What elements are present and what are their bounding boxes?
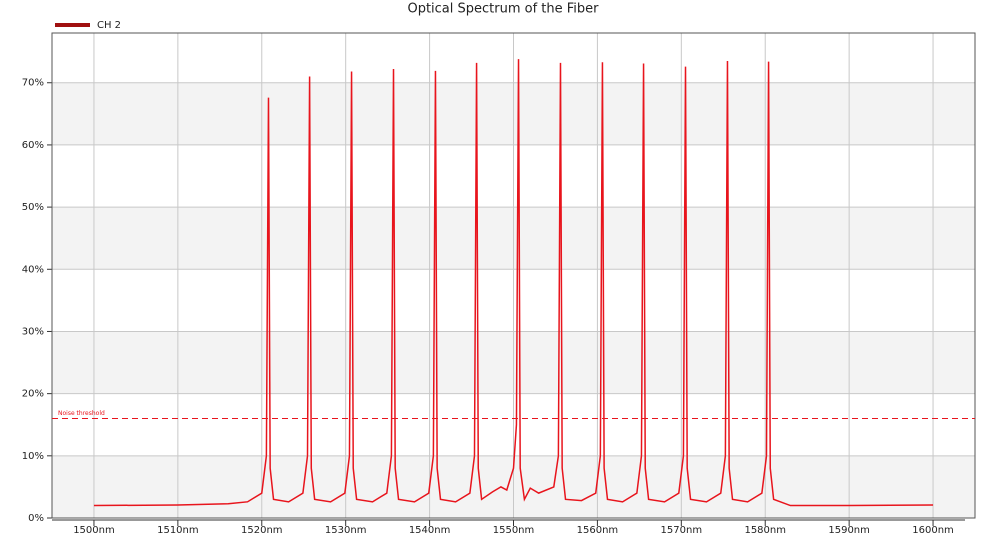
- plot-border: [51, 32, 976, 519]
- y-tick-label: 30%: [22, 326, 44, 337]
- y-tick-label: 0%: [28, 513, 44, 524]
- chart-title: Optical Spectrum of the Fiber: [407, 2, 599, 17]
- x-tick-label: 1540nm: [409, 525, 451, 536]
- x-tick-label: 1600nm: [912, 525, 954, 536]
- y-tick-label: 20%: [22, 389, 44, 400]
- x-tick-label: 1500nm: [73, 525, 115, 536]
- y-tick-label: 60%: [22, 140, 44, 151]
- legend-label: CH 2: [97, 20, 121, 31]
- x-tick-label: 1510nm: [157, 525, 199, 536]
- x-tick-label: 1580nm: [744, 525, 786, 536]
- y-tick-label: 40%: [22, 264, 44, 275]
- x-tick-label: 1550nm: [493, 525, 535, 536]
- x-tick-label: 1590nm: [828, 525, 870, 536]
- x-tick-label: 1570nm: [661, 525, 703, 536]
- y-tick-label: 70%: [22, 78, 44, 89]
- x-tick-label: 1530nm: [325, 525, 367, 536]
- series-line: [93, 59, 934, 507]
- x-tick-label: 1560nm: [577, 525, 619, 536]
- x-tick-label: 1520nm: [241, 525, 283, 536]
- y-tick-label: 10%: [22, 451, 44, 462]
- y-tick-label: 50%: [22, 202, 44, 213]
- threshold-label: Noise threshold: [58, 410, 105, 417]
